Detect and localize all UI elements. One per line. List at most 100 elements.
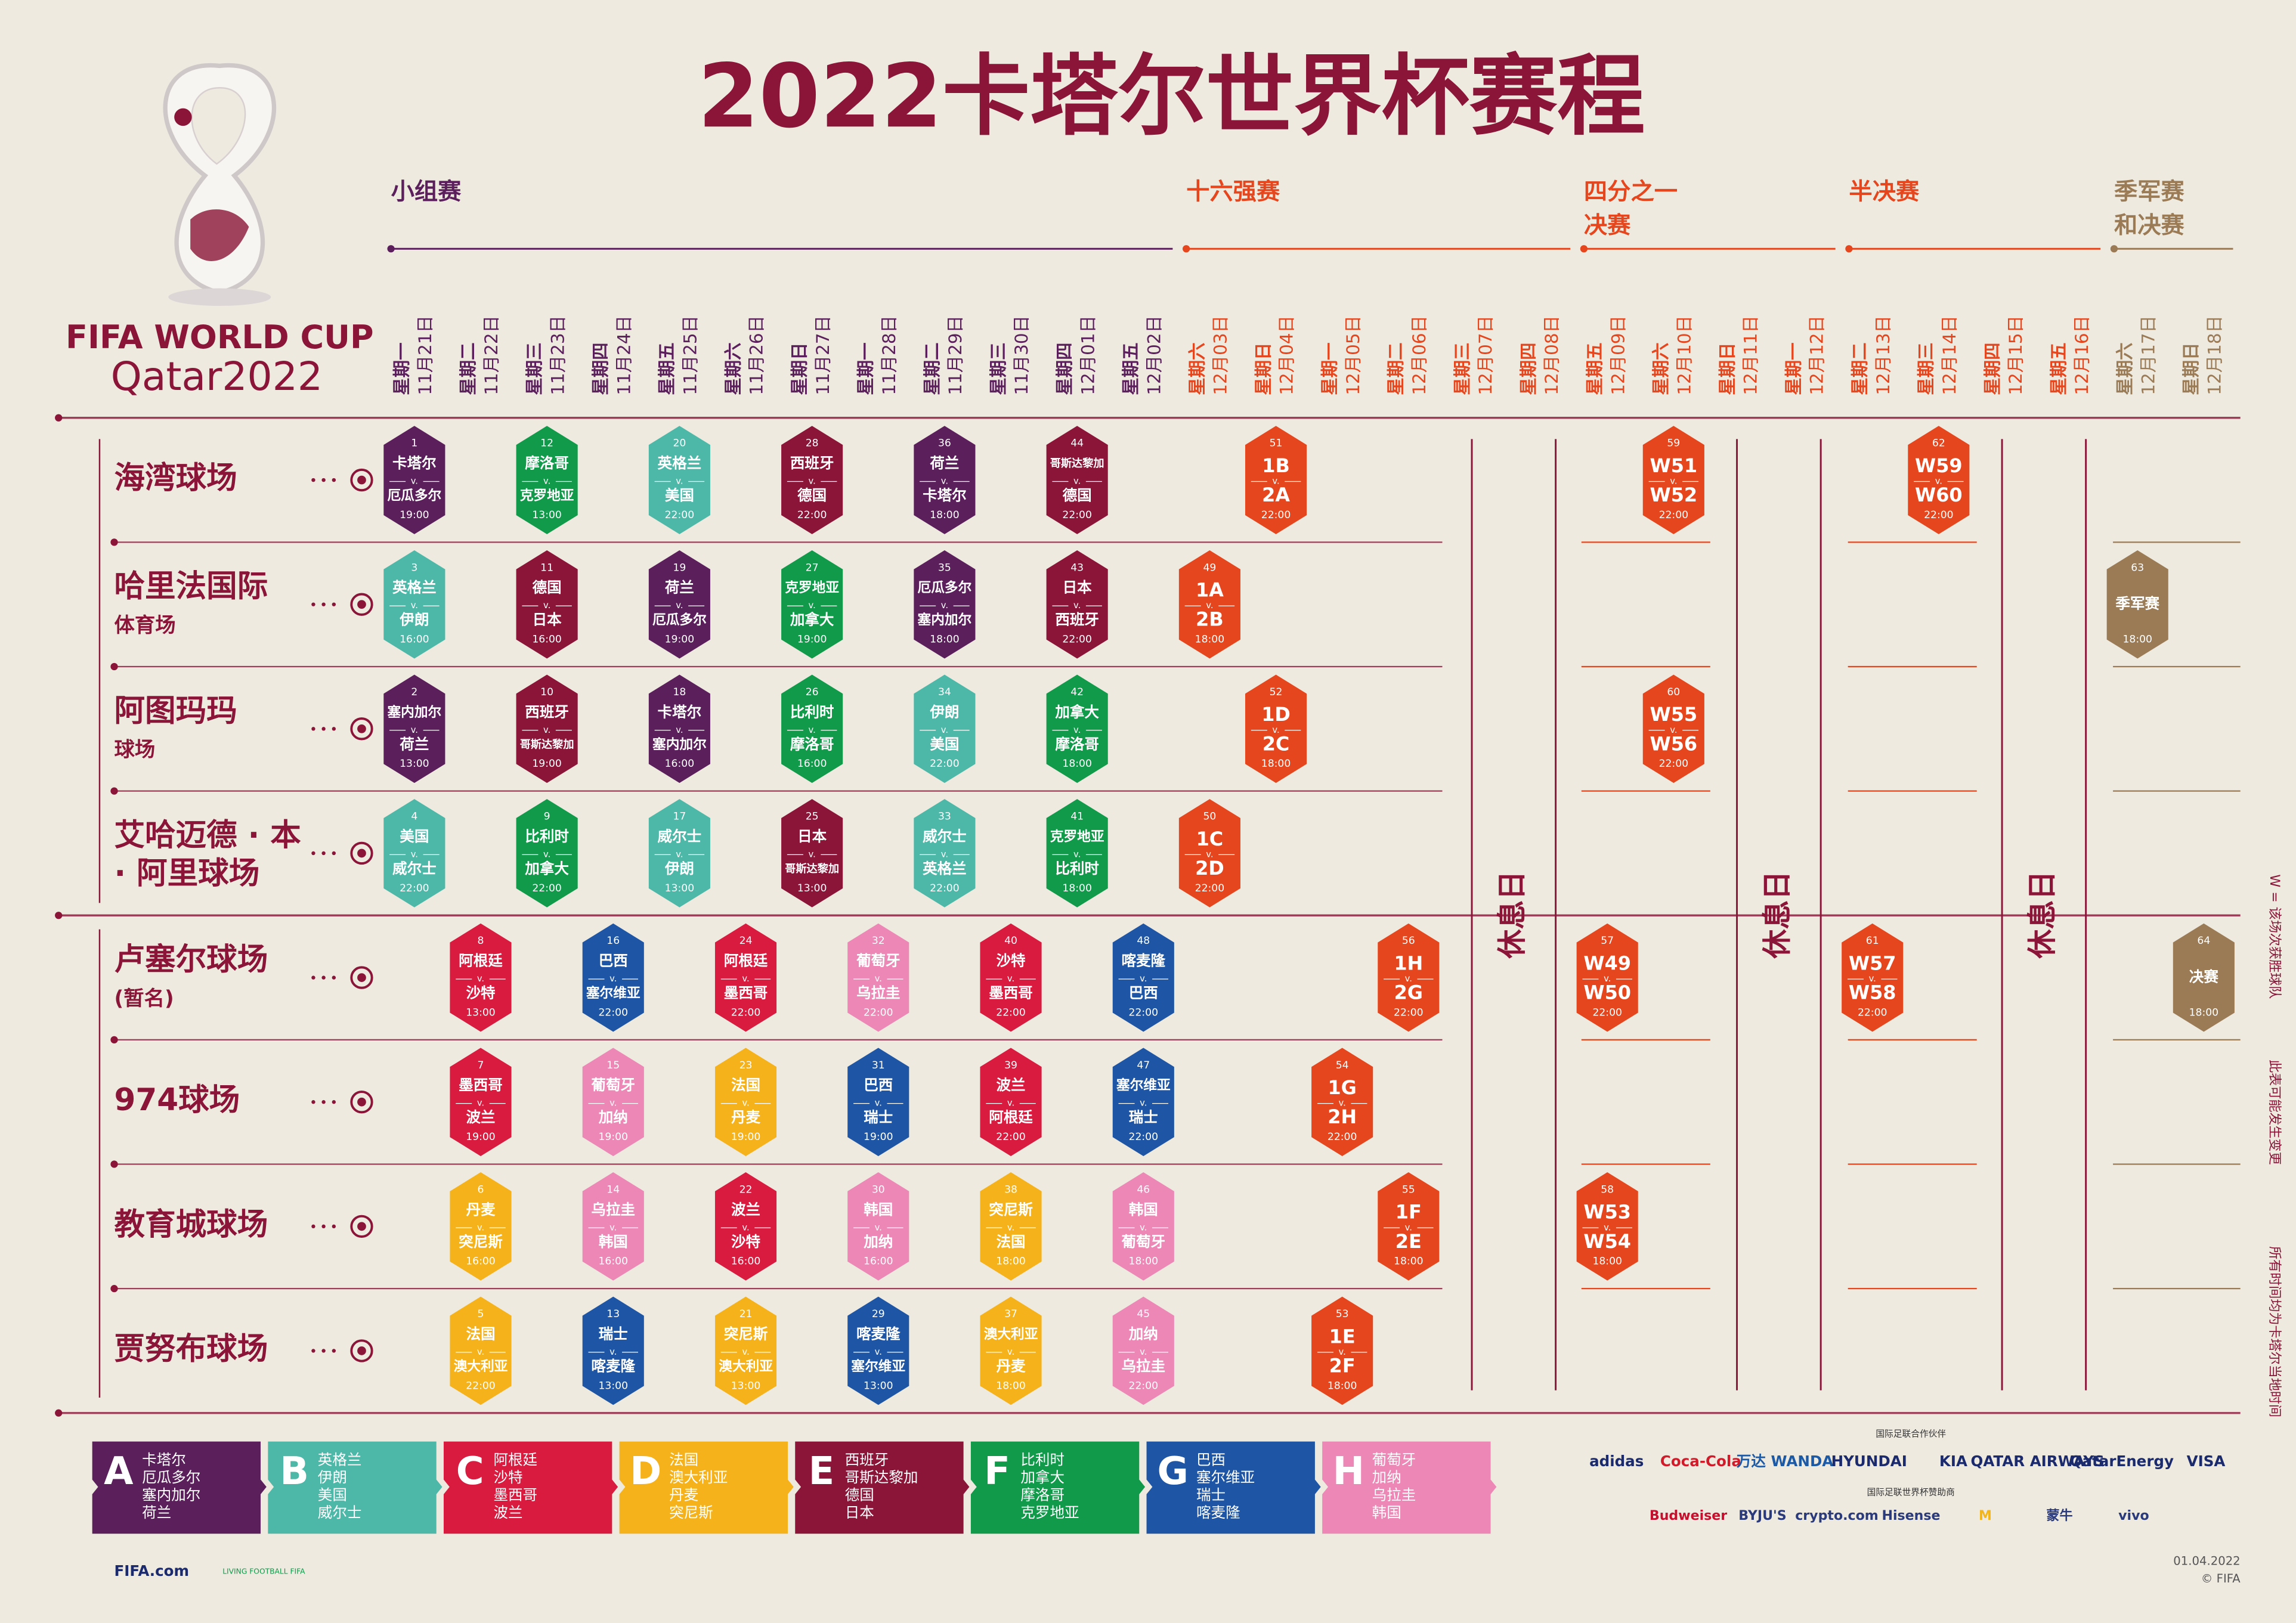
team-home: 波兰 <box>996 1076 1025 1094</box>
team-home: 比利时 <box>790 703 834 720</box>
team-away: 哥斯达黎加 <box>785 862 839 875</box>
match-time: 22:00 <box>599 1006 629 1018</box>
match-number: 8 <box>478 935 484 947</box>
match-time: 22:00 <box>1924 509 1954 521</box>
group-team: 法国 <box>669 1451 698 1469</box>
versus: v. <box>809 725 816 735</box>
match-time: 18:00 <box>1328 1380 1357 1392</box>
team-home: 克罗地亚 <box>1050 828 1104 844</box>
match-time: 22:00 <box>996 1131 1026 1143</box>
team-away: 德国 <box>797 487 827 504</box>
stadium-icon-core <box>357 475 366 485</box>
team-away: 塞内加尔 <box>652 736 707 752</box>
match-number: 56 <box>1402 935 1415 947</box>
versus: v. <box>742 1098 749 1108</box>
match-badge <box>980 1172 1042 1281</box>
match-time: 16:00 <box>532 634 562 646</box>
group-team: 波兰 <box>493 1504 522 1521</box>
match-badge <box>1112 1296 1174 1405</box>
side-note: W = 该场次获胜球队 <box>2267 874 2282 999</box>
match-badge <box>847 1172 909 1281</box>
date: 12月03日 <box>1211 315 1231 395</box>
team-away: 2B <box>1196 608 1224 631</box>
group-letter: H <box>1333 1449 1364 1494</box>
match-time: 19:00 <box>665 634 695 646</box>
group-box <box>92 1441 267 1534</box>
group-team: 比利时 <box>1020 1451 1065 1469</box>
team-away: 厄瓜多尔 <box>652 612 707 628</box>
weekday: 星期日 <box>1253 342 1273 395</box>
versus: v. <box>1007 1347 1014 1357</box>
match-number: 23 <box>739 1060 753 1071</box>
stadium-icon-core <box>357 1097 366 1107</box>
team-home: 瑞士 <box>599 1325 628 1342</box>
group-letter: E <box>809 1449 835 1494</box>
team-away: 摩洛哥 <box>790 735 834 752</box>
match-number: 43 <box>1070 562 1084 574</box>
match-badge <box>1842 923 1904 1032</box>
team-home: 1D <box>1261 703 1291 726</box>
match-badge <box>582 1172 644 1281</box>
team-home: 1A <box>1196 579 1224 602</box>
versus: v. <box>543 849 550 859</box>
match-number: 55 <box>1402 1184 1415 1195</box>
team-away: 2A <box>1262 484 1290 506</box>
team-home: 1F <box>1395 1201 1422 1224</box>
versus: v. <box>1405 1222 1412 1232</box>
stage-dot <box>387 245 395 253</box>
match-badge <box>383 550 445 659</box>
date: 12月10日 <box>1674 315 1694 395</box>
versus: v. <box>1339 1347 1346 1357</box>
stage-dot <box>1182 245 1190 253</box>
team-away: 比利时 <box>1055 860 1099 877</box>
group-team: 丹麦 <box>669 1486 698 1503</box>
match-time: 22:00 <box>665 509 695 521</box>
match-number: 31 <box>872 1060 885 1071</box>
footer-copyright: © FIFA <box>2201 1572 2241 1585</box>
date: 12月02日 <box>1144 315 1164 395</box>
sponsor-logo: Budweiser <box>1650 1508 1727 1523</box>
side-note: 此表可能发生变更 <box>2267 1060 2282 1165</box>
match-time: 19:00 <box>731 1131 761 1143</box>
stadium-name: · 阿里球场 <box>115 856 260 891</box>
team-home: 美国 <box>400 828 429 845</box>
match-badge <box>914 426 976 534</box>
stage-title: 半决赛 <box>1849 178 1920 205</box>
team-home: W51 <box>1650 454 1698 477</box>
match-number: 35 <box>938 562 951 574</box>
team-home: 沙特 <box>996 952 1025 970</box>
match-number: 51 <box>1270 438 1283 450</box>
stadium-icon-core <box>357 1222 366 1231</box>
match-badge <box>847 1296 909 1405</box>
weekday: 星期二 <box>1850 342 1870 395</box>
partner-logo: Coca-Cola <box>1660 1452 1741 1470</box>
sponsors-title: 国际足联世界杯赞助商 <box>1867 1488 1955 1498</box>
match-time: 16:00 <box>466 1256 496 1268</box>
team-away: 美国 <box>930 735 959 752</box>
team-away: 塞尔维亚 <box>586 985 640 1001</box>
weekday: 星期六 <box>1187 342 1207 395</box>
stadium-icon-core <box>357 600 366 609</box>
team-away: 加拿大 <box>524 860 569 877</box>
row-dot <box>55 414 63 422</box>
match-badge <box>914 550 976 659</box>
logo-line2: Qatar2022 <box>111 353 323 399</box>
partner-logo: adidas <box>1589 1452 1644 1470</box>
team-home: 突尼斯 <box>989 1201 1033 1218</box>
stadium-dot <box>321 1100 326 1104</box>
weekday: 星期五 <box>1121 342 1141 395</box>
weekday: 星期四 <box>590 342 611 395</box>
team-away: 荷兰 <box>400 735 429 752</box>
stadium-name: 974球场 <box>115 1082 240 1118</box>
team-away: 丹麦 <box>996 1357 1026 1374</box>
match-number: 12 <box>540 438 553 450</box>
match-badge <box>516 426 578 534</box>
weekday: 星期三 <box>524 342 544 395</box>
match-number: 38 <box>1004 1184 1017 1195</box>
match-number: 3 <box>411 562 417 574</box>
group-box <box>1146 1441 1321 1534</box>
match-time: 22:00 <box>1195 882 1225 894</box>
match-time: 22:00 <box>1858 1006 1887 1018</box>
stadium-icon-core <box>357 973 366 982</box>
team-away: 阿根廷 <box>989 1108 1033 1126</box>
